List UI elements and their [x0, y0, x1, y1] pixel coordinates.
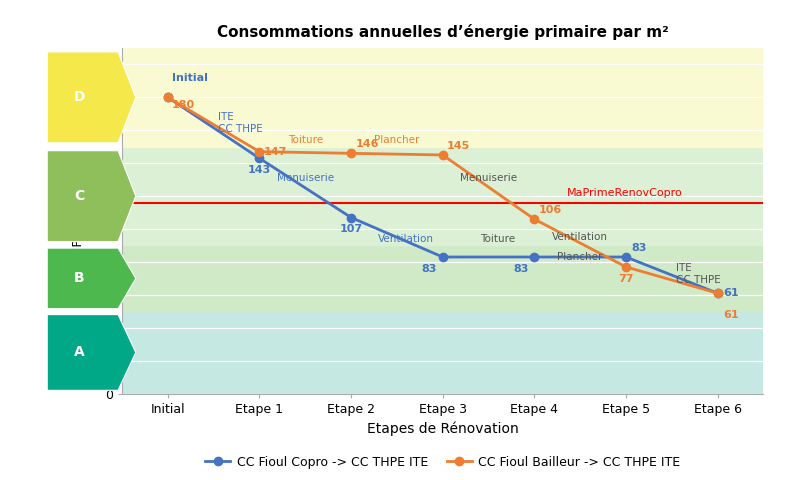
Text: 107: 107: [339, 225, 363, 234]
Text: 147: 147: [264, 147, 287, 156]
Text: ITE: ITE: [676, 264, 692, 274]
Text: MaPrimeRenovCopro: MaPrimeRenovCopro: [567, 188, 682, 198]
Y-axis label: kWhEP/m²SHAB/an: kWhEP/m²SHAB/an: [71, 161, 83, 280]
Text: Plancher: Plancher: [557, 252, 603, 262]
X-axis label: Etapes de Rénovation: Etapes de Rénovation: [367, 421, 519, 436]
Text: 145: 145: [447, 141, 470, 151]
Text: B: B: [74, 271, 84, 286]
Text: Plancher: Plancher: [374, 135, 419, 145]
Bar: [122, 312, 763, 394]
Text: C: C: [74, 189, 84, 203]
Text: 143: 143: [248, 165, 271, 175]
Title: Consommations annuelles d’énergie primaire par m²: Consommations annuelles d’énergie primai…: [216, 24, 669, 40]
Text: D: D: [73, 90, 85, 104]
Text: A: A: [74, 346, 84, 360]
Text: Toiture: Toiture: [480, 234, 515, 244]
Bar: [122, 245, 763, 312]
Text: 83: 83: [422, 264, 437, 274]
Text: 83: 83: [513, 264, 529, 274]
Text: Ventilation: Ventilation: [552, 232, 608, 242]
Text: Initial: Initial: [172, 73, 208, 84]
Text: ITE: ITE: [218, 112, 234, 122]
Text: 180: 180: [172, 100, 195, 110]
Bar: [122, 147, 763, 245]
Text: Toiture: Toiture: [288, 135, 323, 145]
Text: 106: 106: [538, 205, 562, 215]
Text: Ventilation: Ventilation: [378, 234, 434, 244]
Bar: [122, 48, 763, 147]
Text: 61: 61: [723, 310, 739, 320]
Text: 61: 61: [723, 288, 739, 298]
Text: Menuiserie: Menuiserie: [460, 173, 517, 183]
Text: CC THPE: CC THPE: [676, 275, 721, 285]
Text: 77: 77: [619, 274, 634, 284]
Text: CC THPE: CC THPE: [218, 123, 263, 133]
Text: Menuiserie: Menuiserie: [277, 173, 334, 183]
Text: 146: 146: [355, 139, 379, 149]
Legend: CC Fioul Copro -> CC THPE ITE, CC Fioul Bailleur -> CC THPE ITE: CC Fioul Copro -> CC THPE ITE, CC Fioul …: [201, 451, 685, 474]
Text: 83: 83: [631, 243, 647, 253]
